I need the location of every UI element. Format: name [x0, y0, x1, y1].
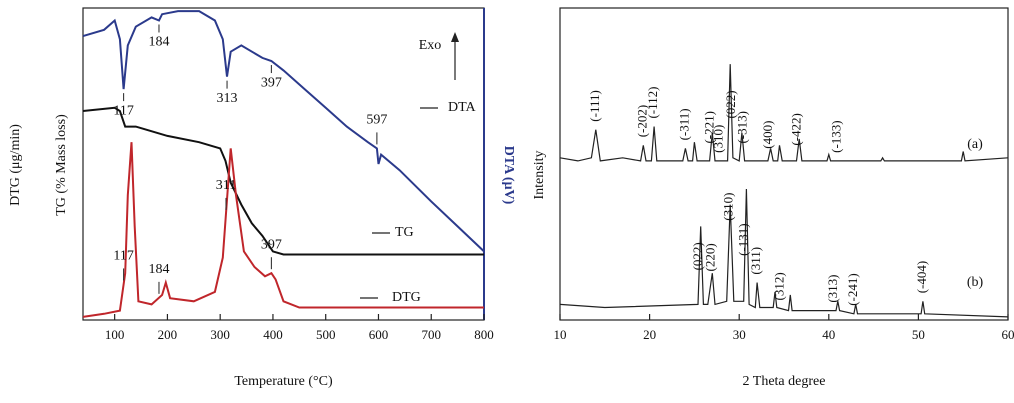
y-label-tg: TG (% Mass loss) [54, 114, 69, 216]
x-tick-label: 400 [263, 327, 283, 342]
y2-label-dta: DTA (μV) [501, 146, 516, 205]
x-tick-label: 800 [474, 327, 494, 342]
x-tick-label: 600 [369, 327, 389, 342]
legend-label: DTA [448, 100, 477, 115]
hkl-label: (-112) [645, 87, 660, 119]
y-label-dtg: DTG (μg/min) [8, 124, 23, 206]
hkl-label: (-311) [676, 108, 691, 140]
hkl-label: (-111) [587, 90, 602, 122]
peak-label: 311 [216, 178, 236, 193]
x-tick-label: 200 [158, 327, 178, 342]
series-line [83, 142, 484, 317]
hkl-label: (313) [825, 274, 840, 302]
x-tick-label: 10 [554, 327, 567, 342]
peak-label: 397 [261, 237, 282, 252]
series-line [83, 108, 484, 255]
x-tick-label: 100 [105, 327, 125, 342]
x-label: 2 Theta degree [743, 374, 826, 389]
hkl-label: (400) [760, 121, 775, 149]
y-label-intensity: Intensity [532, 151, 547, 200]
x-tick-label: 300 [210, 327, 230, 342]
peak-label: 117 [113, 249, 133, 264]
series-line [560, 64, 1008, 161]
hkl-label: (312) [771, 272, 786, 300]
x-tick-label: 30 [733, 327, 746, 342]
hkl-label: (-133) [829, 120, 844, 153]
peak-label: 597 [366, 113, 387, 128]
hkl-label: (310) [710, 125, 725, 153]
legend-label: (b) [967, 275, 984, 290]
figure: DTG (μg/min) TG (% Mass loss) DTA (μV) I… [0, 0, 1014, 403]
hkl-label: (310) [720, 193, 735, 221]
x-tick-label: 40 [822, 327, 835, 342]
x-tick-label: 50 [912, 327, 925, 342]
hkl-label: (-422) [788, 113, 803, 146]
hkl-label: (-404) [914, 261, 929, 294]
hkl-label: (-241) [845, 273, 860, 306]
peak-label: 184 [148, 35, 169, 50]
peak-label: 184 [148, 262, 169, 277]
legend-label: TG [395, 225, 414, 240]
legend-label: DTG [392, 290, 421, 305]
peak-label: 397 [261, 75, 282, 90]
peak-label: 117 [113, 103, 133, 118]
x-tick-label: 700 [421, 327, 441, 342]
hkl-label: (220) [702, 243, 717, 271]
exo-label: Exo [419, 38, 442, 53]
x-label: Temperature (°C) [234, 374, 333, 389]
exo-arrowhead [451, 32, 459, 42]
x-tick-label: 500 [316, 327, 336, 342]
legend-label: (a) [967, 137, 983, 152]
x-tick-label: 20 [643, 327, 656, 342]
hkl-label: (311) [748, 247, 763, 275]
plot-frame [83, 8, 484, 320]
hkl-label: (-313) [735, 111, 750, 144]
peak-label: 313 [217, 91, 238, 106]
x-tick-label: 60 [1002, 327, 1014, 342]
